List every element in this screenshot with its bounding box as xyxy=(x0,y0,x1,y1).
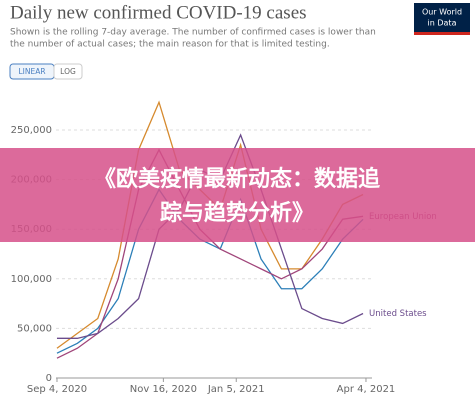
banner-text: 踪与趋势分析》 xyxy=(160,200,314,226)
button-label[interactable]: LINEAR xyxy=(18,67,45,76)
button[interactable] xyxy=(53,63,83,80)
y-tick-label: 50,000 xyxy=(17,323,52,334)
series-label: United States xyxy=(369,309,427,319)
x-tick-label: Apr 4, 2021 xyxy=(337,384,396,395)
banner-text: 《欧美疫情最新动态：数据追 xyxy=(94,166,380,192)
button-label[interactable]: LOG xyxy=(60,67,76,76)
subtitle: Shown is the rolling 7-day average. The … xyxy=(10,28,376,38)
logo-text: in Data xyxy=(428,19,457,28)
x-tick-label: Nov 16, 2020 xyxy=(130,384,197,395)
chart-title: Daily new confirmed COVID-19 cases xyxy=(10,2,307,23)
y-tick-label: 250,000 xyxy=(11,125,52,136)
y-tick-label: 0 xyxy=(46,373,52,384)
x-tick-label: Sep 4, 2020 xyxy=(27,384,87,395)
x-tick-label: Jan 5, 2021 xyxy=(207,384,265,395)
logo[interactable] xyxy=(414,3,470,35)
y-tick-label: 100,000 xyxy=(11,274,52,285)
subtitle: the number of actual cases; the main rea… xyxy=(10,40,330,50)
series-line xyxy=(56,188,364,354)
banner xyxy=(0,148,475,242)
logo-text: Our World xyxy=(422,8,462,17)
logo-stripe xyxy=(414,32,470,35)
